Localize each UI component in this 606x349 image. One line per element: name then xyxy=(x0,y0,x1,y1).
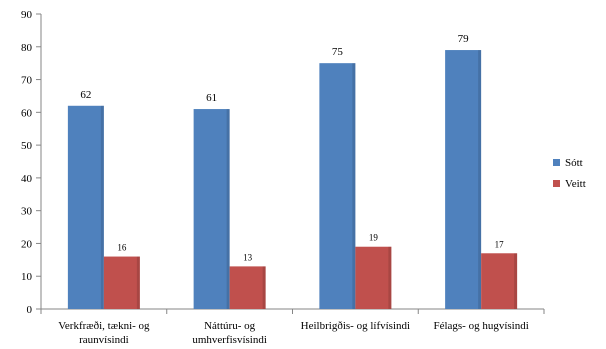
bar-shade xyxy=(514,253,518,309)
data-label: 61 xyxy=(206,92,217,104)
bar-shade xyxy=(136,256,140,309)
data-label: 79 xyxy=(458,33,470,45)
y-tick-label: 90 xyxy=(21,9,33,21)
bar xyxy=(319,63,356,309)
bar xyxy=(103,256,140,309)
data-label: 17 xyxy=(495,239,505,249)
legend-label: Veitt xyxy=(565,178,586,190)
value-labels: 62 16 61 13 75 19 79 17 xyxy=(80,33,504,262)
x-category-label: Heilbrigðis- og lífvísindi xyxy=(301,320,410,332)
bar-shade xyxy=(388,246,392,309)
bar xyxy=(445,50,482,310)
y-tick-label: 10 xyxy=(21,271,33,283)
bar xyxy=(229,266,266,309)
y-axis: 0 10 20 30 40 50 60 70 80 90 xyxy=(21,9,42,316)
x-category-label: Félags- og hugvísindi xyxy=(433,320,528,332)
data-label: 75 xyxy=(332,46,344,58)
y-tick-label: 40 xyxy=(21,173,33,185)
y-tick-label: 70 xyxy=(21,75,33,87)
data-label: 16 xyxy=(117,243,127,253)
legend-swatch xyxy=(553,180,560,187)
y-tick-label: 80 xyxy=(21,42,33,54)
y-tick-label: 50 xyxy=(21,140,33,152)
bar xyxy=(481,253,518,309)
y-tick-label: 60 xyxy=(21,107,33,119)
bar-shade xyxy=(352,63,356,309)
x-axis: Verkfræði, tækni- og raunvísindi Náttúru- … xyxy=(40,308,545,346)
legend: Sótt Veitt xyxy=(553,157,586,190)
bars xyxy=(67,50,518,310)
bar xyxy=(193,109,230,309)
x-category-label: Náttúru- og umhverfisvísindi xyxy=(192,320,267,346)
bar-shade xyxy=(478,50,482,310)
legend-label: Sótt xyxy=(565,157,583,169)
y-tick-label: 0 xyxy=(27,304,33,316)
x-category-label: Verkfræði, tækni- og raunvísindi xyxy=(58,320,150,346)
bar-shade xyxy=(226,109,230,309)
data-label: 13 xyxy=(243,252,253,262)
bar-shade xyxy=(262,266,266,309)
bar xyxy=(355,246,392,309)
data-label: 62 xyxy=(80,89,91,101)
y-tick-label: 20 xyxy=(21,238,33,250)
bar-shade xyxy=(100,105,104,310)
data-label: 19 xyxy=(369,233,379,243)
y-tick-label: 30 xyxy=(21,206,33,218)
bar xyxy=(67,105,104,310)
legend-swatch xyxy=(553,159,560,166)
